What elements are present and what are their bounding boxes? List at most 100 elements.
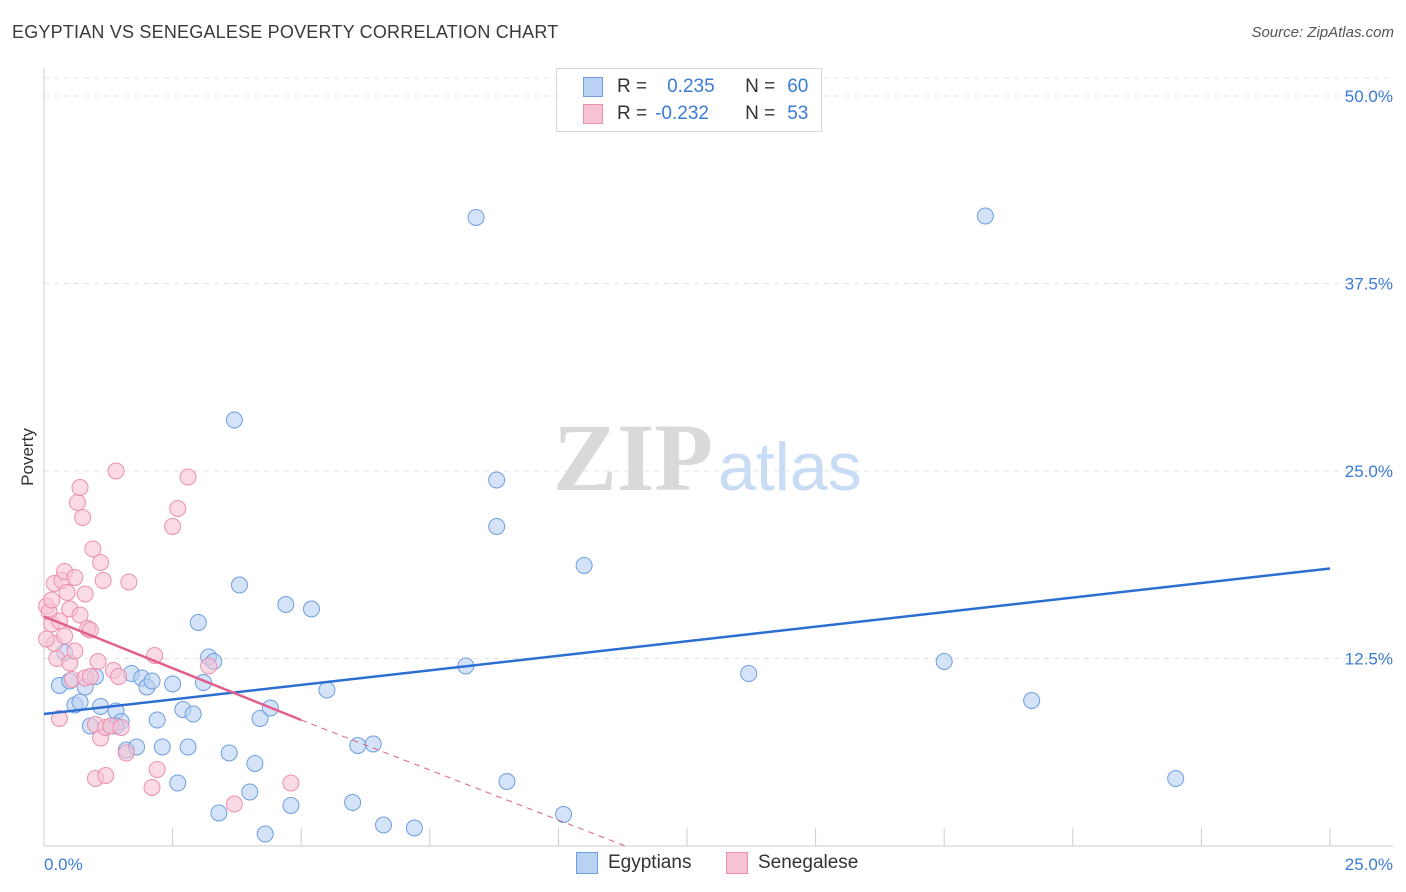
egyptians-point — [164, 675, 182, 693]
egyptians-point — [498, 773, 516, 790]
senegalese-point — [81, 668, 99, 685]
senegalese-point — [68, 494, 86, 511]
egyptians-point — [976, 207, 994, 225]
egyptians-point — [555, 806, 573, 823]
senegalese-legend-swatch — [726, 852, 748, 874]
egyptians-legend-swatch — [576, 852, 598, 874]
senegalese-swatch — [583, 104, 603, 124]
senegalese-point — [71, 606, 89, 624]
source-label: Source: ZipAtlas.com — [1251, 24, 1394, 41]
egyptians-point — [220, 744, 238, 762]
senegalese-point — [38, 630, 56, 648]
watermark-atlas: atlas — [718, 429, 862, 505]
egyptians-point — [344, 794, 362, 811]
senegalese-point — [76, 585, 94, 603]
egyptians-points — [50, 207, 1185, 843]
egyptians-point — [375, 816, 393, 834]
egyptians-point — [318, 681, 336, 699]
n-label: N = — [745, 76, 776, 97]
senegalese-point — [164, 518, 182, 535]
r-label: R = — [617, 76, 648, 97]
senegalese-point — [110, 668, 128, 685]
egyptians-point — [740, 665, 758, 682]
senegalese-point — [94, 572, 112, 589]
y-tick-labels: 12.5% 25.0% 37.5% 50.0% — [1345, 87, 1393, 669]
egyptians-point — [230, 576, 248, 594]
gridlines — [44, 77, 1393, 659]
senegalese-r-value: -0.232 — [655, 103, 709, 124]
egyptians-point — [364, 735, 382, 753]
y-axis-label: Poverty — [18, 428, 37, 486]
senegalese-point — [148, 761, 166, 778]
egyptians-point — [148, 711, 166, 729]
senegalese-point — [179, 468, 197, 486]
egyptians-n-value: 60 — [787, 76, 809, 97]
egyptians-point — [488, 518, 506, 535]
y-tick-label: 50.0% — [1345, 87, 1393, 106]
bottom-legend-senegalese: Senegalese — [726, 852, 858, 874]
egyptians-point — [246, 755, 264, 772]
senegalese-point — [89, 653, 107, 670]
senegalese-point — [143, 779, 161, 796]
egyptians-point — [251, 710, 269, 727]
senegalese-trend-extension — [301, 719, 626, 847]
y-tick-label: 25.0% — [1345, 462, 1393, 481]
senegalese-point — [74, 509, 92, 526]
egyptians-legend-label: Egyptians — [608, 852, 692, 873]
senegalese-point — [169, 500, 187, 517]
egyptians-point — [184, 705, 202, 723]
egyptians-r-value: 0.235 — [667, 76, 715, 97]
egyptians-point — [935, 653, 953, 670]
senegalese-legend-label: Senegalese — [758, 852, 859, 873]
n-label: N = — [745, 103, 776, 124]
egyptians-point — [71, 693, 89, 711]
egyptians-point — [241, 783, 259, 801]
egyptians-point — [282, 797, 300, 814]
x-axis — [43, 68, 1393, 847]
senegalese-point — [71, 479, 89, 496]
y-tick-label: 12.5% — [1345, 650, 1393, 669]
legend-row-senegalese: R = -0.232 N = 53 — [583, 102, 808, 126]
senegalese-point — [97, 767, 115, 784]
senegalese-point — [58, 584, 76, 601]
egyptians-point — [405, 819, 423, 837]
senegalese-point — [84, 540, 102, 558]
egyptians-swatch — [583, 77, 603, 97]
correlation-legend: R = 0.235 N = 60 R = -0.232 N = 53 — [556, 68, 822, 132]
egyptians-trend-line — [43, 567, 1331, 716]
senegalese-point — [200, 657, 218, 675]
watermark-zip: ZIP — [553, 404, 713, 511]
egyptians-point — [1023, 692, 1041, 709]
senegalese-point — [117, 744, 135, 762]
legend-row-egyptians: R = 0.235 N = 60 — [583, 75, 808, 99]
egyptians-point — [302, 600, 320, 618]
senegalese-point — [50, 710, 68, 727]
egyptians-point — [153, 738, 171, 756]
senegalese-point — [66, 569, 84, 586]
egyptians-point — [210, 804, 228, 822]
egyptians-point — [277, 596, 295, 613]
senegalese-point — [107, 462, 125, 480]
r-label: R = — [617, 103, 648, 124]
senegalese-point — [56, 627, 74, 645]
chart-title: EGYPTIAN VS SENEGALESE POVERTY CORRELATI… — [12, 22, 559, 42]
senegalese-point — [112, 719, 130, 736]
egyptians-point — [488, 471, 506, 489]
senegalese-trend-line — [43, 615, 302, 722]
egyptians-point — [169, 774, 187, 792]
egyptians-point — [349, 737, 367, 754]
senegalese-point — [43, 591, 61, 609]
egyptians-point — [179, 738, 197, 756]
senegalese-point — [282, 774, 300, 792]
x-tick-label-min: 0.0% — [44, 855, 83, 874]
egyptians-point — [256, 825, 274, 843]
x-tick-label-max: 25.0% — [1345, 855, 1393, 874]
egyptians-point — [189, 614, 207, 631]
egyptians-point — [1167, 770, 1185, 787]
senegalese-point — [92, 554, 110, 571]
senegalese-point — [66, 642, 84, 660]
senegalese-point — [120, 573, 138, 591]
egyptians-point — [225, 411, 243, 429]
egyptians-point — [467, 209, 485, 226]
